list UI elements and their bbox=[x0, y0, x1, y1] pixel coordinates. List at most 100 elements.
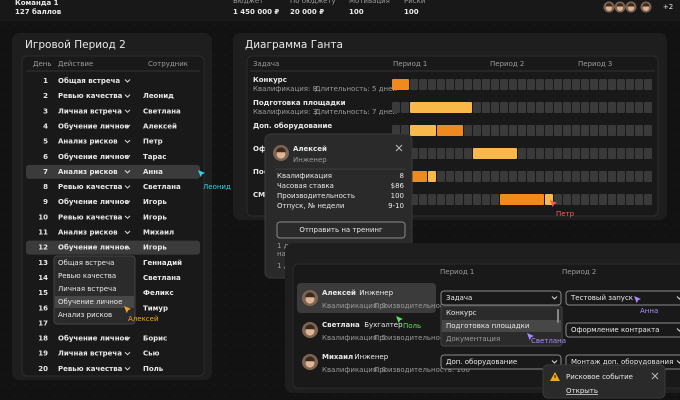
gantt-cell bbox=[635, 148, 643, 159]
employee-role: Инженер bbox=[354, 353, 388, 361]
gantt-cell bbox=[491, 102, 499, 113]
gantt-cell bbox=[644, 171, 652, 182]
stat-value: 8 bbox=[400, 172, 404, 180]
train-button[interactable] bbox=[276, 221, 406, 239]
gantt-cell bbox=[572, 79, 580, 90]
task-select[interactable] bbox=[565, 322, 680, 338]
gantt-cell bbox=[446, 171, 454, 182]
day-number: 13 bbox=[38, 259, 48, 267]
gantt-cell bbox=[554, 102, 562, 113]
gantt-cell bbox=[473, 125, 481, 136]
action-select: Ревью качества bbox=[58, 92, 123, 100]
employee: Тимур bbox=[143, 304, 168, 312]
gantt-cell bbox=[446, 79, 454, 90]
action-select: Ревью качества bbox=[58, 183, 123, 191]
stat-value: 9-10 bbox=[388, 202, 404, 210]
gantt-cell bbox=[491, 125, 499, 136]
action-select: Обучение личное bbox=[58, 335, 129, 343]
gantt-cell bbox=[608, 194, 616, 205]
gantt-cell bbox=[437, 148, 445, 159]
gantt-cell bbox=[599, 102, 607, 113]
task-select[interactable] bbox=[440, 290, 562, 306]
gantt-cell bbox=[590, 194, 598, 205]
gantt-cell bbox=[509, 102, 517, 113]
gantt-cell bbox=[572, 125, 580, 136]
dropdown-option[interactable]: Подготовка площадки bbox=[446, 322, 529, 330]
task-name: Конкурс bbox=[253, 76, 287, 84]
period-header: Период 2 bbox=[490, 60, 524, 68]
gantt-cell bbox=[509, 125, 517, 136]
task-name: СМР bbox=[253, 191, 270, 199]
task-select[interactable] bbox=[440, 354, 562, 370]
stat-label: Квалификация bbox=[277, 172, 332, 180]
gantt-cell bbox=[482, 171, 490, 182]
day-number: 10 bbox=[38, 213, 48, 221]
extra-users: +2 bbox=[663, 3, 673, 11]
popup-name: Алексей bbox=[293, 145, 327, 153]
day-number: 14 bbox=[38, 274, 48, 282]
close-button[interactable] bbox=[395, 144, 403, 152]
gantt-cell bbox=[491, 194, 499, 205]
task-qualification: Квалификация: 8 bbox=[253, 85, 317, 93]
avatar-hair bbox=[616, 3, 624, 7]
cursor bbox=[396, 316, 403, 324]
gantt-cell bbox=[608, 148, 616, 159]
chevron bbox=[124, 230, 131, 235]
task-qualification: Квалификация: 3 bbox=[253, 108, 317, 116]
panel-title: Диаграмма Ганта bbox=[245, 39, 343, 51]
period-header: Период 1 bbox=[440, 268, 474, 276]
action-select: Ревью качества bbox=[58, 213, 123, 221]
chevron bbox=[124, 170, 131, 174]
chevron bbox=[551, 296, 558, 300]
employee-productivity: Производительность: 100 bbox=[374, 302, 470, 310]
close-button[interactable] bbox=[651, 372, 659, 380]
gantt-cell bbox=[428, 148, 436, 159]
dropdown-option[interactable]: Анализ рисков bbox=[58, 311, 112, 319]
action-select: Ревью качества bbox=[58, 365, 123, 373]
column-header: Сотрудник bbox=[148, 60, 188, 68]
avatar-hair bbox=[305, 292, 315, 298]
dropdown-option[interactable]: Личная встреча bbox=[58, 285, 116, 293]
gantt-cell bbox=[599, 79, 607, 90]
gantt-cell bbox=[572, 194, 580, 205]
dropdown-option[interactable]: Конкурс bbox=[446, 309, 477, 317]
gantt-cell bbox=[446, 194, 454, 205]
day-number: 17 bbox=[38, 319, 48, 327]
gantt-cell bbox=[518, 125, 526, 136]
stat-label: Производительность bbox=[277, 192, 355, 200]
gantt-cell bbox=[581, 171, 589, 182]
dropdown-option[interactable]: Обучение личное bbox=[58, 298, 122, 306]
chevron bbox=[124, 139, 131, 144]
select-value: Задача bbox=[446, 294, 472, 302]
notification-action[interactable]: Открыть bbox=[566, 387, 598, 395]
task-name: Доп. оборудование bbox=[253, 122, 332, 130]
gantt-cell bbox=[536, 102, 544, 113]
dropdown-option[interactable]: Ревью качества bbox=[58, 272, 116, 280]
employee: Феликс bbox=[143, 289, 174, 297]
task-select[interactable] bbox=[565, 290, 680, 306]
employee-productivity: Производительность: 100 bbox=[374, 334, 470, 342]
action-select: Личная встреча bbox=[58, 350, 122, 358]
gantt-cell bbox=[617, 125, 625, 136]
gantt-cell bbox=[617, 194, 625, 205]
cursor-label: Анна bbox=[640, 307, 658, 315]
notification bbox=[542, 364, 666, 399]
dropdown-option[interactable]: Общая встреча bbox=[58, 259, 114, 267]
day-number: 5 bbox=[43, 138, 48, 146]
gantt-cell bbox=[410, 79, 418, 90]
gantt-cell bbox=[626, 102, 634, 113]
day-number: 16 bbox=[38, 304, 48, 312]
gantt-cell bbox=[536, 148, 544, 159]
dropdown-option[interactable]: Документация bbox=[446, 335, 500, 343]
employee: Геннадий bbox=[143, 259, 182, 267]
employee-name: Михаил bbox=[322, 353, 353, 361]
gantt-cell bbox=[419, 79, 427, 90]
gantt-cell bbox=[527, 148, 535, 159]
gantt-cell bbox=[500, 79, 508, 90]
gantt-cell bbox=[608, 79, 616, 90]
gantt-cell bbox=[428, 194, 436, 205]
employee-name: Алексей bbox=[322, 289, 356, 297]
row-highlight bbox=[26, 240, 200, 255]
gantt-cell bbox=[644, 125, 652, 136]
